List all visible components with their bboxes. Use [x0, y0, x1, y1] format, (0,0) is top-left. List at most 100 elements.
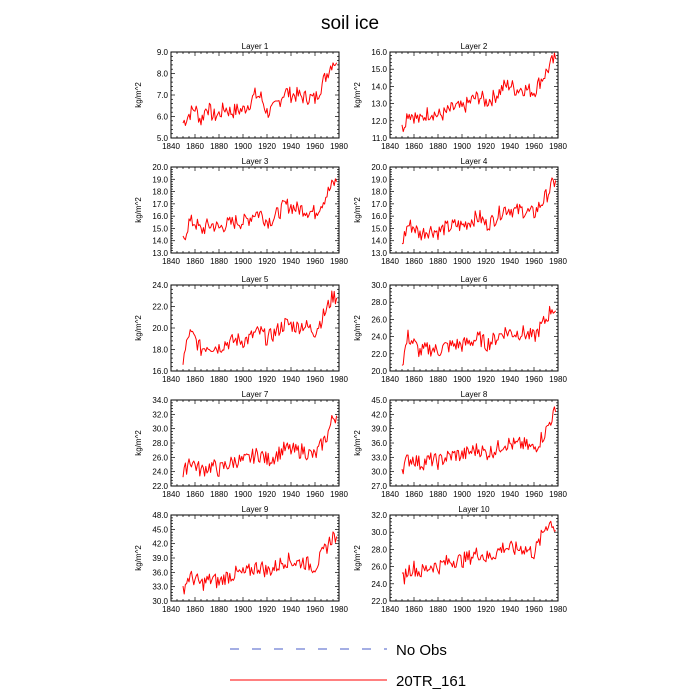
y-tick-label: 15.0	[371, 65, 387, 74]
x-tick-label: 1960	[525, 257, 543, 266]
x-tick-label: 1880	[429, 142, 447, 151]
y-axis-label: kg/m^2	[134, 315, 143, 341]
y-tick-label: 18.0	[152, 188, 168, 197]
panel-layer-3: Layer 3 kg/m^2 1840 1860 1880 1900 1920 1940 196…	[134, 157, 348, 266]
x-tick-label: 1900	[234, 142, 252, 151]
panel-title: Layer 10	[458, 505, 490, 514]
plot-frame	[170, 284, 340, 372]
y-tick-label: 22.0	[371, 350, 387, 359]
y-axis-label: kg/m^2	[353, 315, 362, 341]
y-tick-label: 24.0	[371, 580, 387, 589]
x-tick-label: 1840	[381, 257, 399, 266]
x-tick-label: 1960	[525, 142, 543, 151]
y-tick-label: 30.0	[371, 528, 387, 537]
x-tick-label: 1840	[162, 375, 180, 384]
x-tick-label: 1940	[282, 490, 300, 499]
series-line-20tr-161	[182, 62, 338, 126]
series-line-20tr-161	[182, 414, 338, 478]
y-tick-label: 30.0	[152, 425, 168, 434]
y-tick-label: 18.0	[152, 346, 168, 355]
panel-title: Layer 1	[242, 42, 269, 51]
y-tick-label: 42.0	[371, 410, 387, 419]
x-tick-label: 1880	[210, 490, 228, 499]
x-tick-label: 1960	[306, 490, 324, 499]
x-tick-label: 1840	[381, 375, 399, 384]
y-tick-label: 24.0	[152, 281, 168, 290]
y-tick-label: 19.0	[371, 175, 387, 184]
x-tick-label: 1900	[234, 490, 252, 499]
y-tick-label: 30.0	[371, 281, 387, 290]
panel-title: Layer 9	[242, 505, 269, 514]
y-tick-label: 27.0	[371, 482, 387, 491]
panel-layer-6: Layer 6 kg/m^2 1840 1860 1880 1900 1920 1940 196…	[353, 275, 567, 384]
y-tick-label: 15.0	[371, 224, 387, 233]
y-tick-label: 28.0	[152, 439, 168, 448]
panel-title: Layer 7	[242, 390, 269, 399]
x-tick-label: 1840	[162, 142, 180, 151]
panel-layer-8: Layer 8 kg/m^2 1840 1860 1880 1900 1920 1940 196…	[353, 390, 567, 499]
y-tick-label: 20.0	[152, 163, 168, 172]
x-tick-label: 1860	[405, 257, 423, 266]
x-tick-label: 1940	[282, 375, 300, 384]
y-axis-label: kg/m^2	[134, 197, 143, 223]
x-tick-label: 1920	[477, 605, 495, 614]
y-tick-label: 42.0	[152, 540, 168, 549]
legend: No Obs 20TR_161	[230, 642, 466, 690]
x-tick-label: 1920	[477, 490, 495, 499]
x-tick-label: 1960	[306, 375, 324, 384]
x-tick-label: 1940	[501, 257, 519, 266]
x-tick-label: 1940	[501, 490, 519, 499]
x-tick-label: 1980	[330, 605, 348, 614]
series-line-20tr-161	[401, 406, 557, 475]
y-tick-label: 16.0	[371, 212, 387, 221]
x-tick-label: 1860	[405, 142, 423, 151]
x-tick-label: 1900	[234, 375, 252, 384]
y-axis-label: kg/m^2	[353, 197, 362, 223]
panel-layer-5: Layer 5 kg/m^2 1840 1860 1880 1900 1920 1940 196…	[134, 275, 348, 384]
x-tick-label: 1880	[429, 605, 447, 614]
x-tick-label: 1840	[381, 490, 399, 499]
legend-no-obs-label: No Obs	[396, 642, 447, 659]
x-tick-label: 1960	[306, 142, 324, 151]
x-tick-label: 1900	[453, 142, 471, 151]
x-tick-label: 1960	[525, 490, 543, 499]
y-tick-label: 22.0	[152, 482, 168, 491]
x-tick-label: 1840	[381, 142, 399, 151]
y-tick-label: 16.0	[371, 48, 387, 57]
x-tick-label: 1840	[162, 605, 180, 614]
x-tick-label: 1940	[501, 605, 519, 614]
y-tick-label: 14.0	[371, 82, 387, 91]
y-tick-label: 39.0	[152, 554, 168, 563]
x-tick-label: 1860	[186, 142, 204, 151]
x-tick-label: 1920	[258, 142, 276, 151]
y-tick-label: 16.0	[152, 212, 168, 221]
panel-layer-1: Layer 1 kg/m^2 1840 1860 1880 1900 1920 1940 196…	[134, 42, 348, 151]
y-tick-label: 9.0	[157, 48, 169, 57]
y-axis-label: kg/m^2	[353, 82, 362, 108]
x-tick-label: 1940	[501, 375, 519, 384]
y-tick-label: 11.0	[372, 134, 388, 143]
x-tick-label: 1980	[549, 605, 567, 614]
x-tick-label: 1960	[525, 605, 543, 614]
y-tick-label: 7.0	[157, 91, 169, 100]
x-tick-label: 1900	[234, 257, 252, 266]
y-tick-label: 24.0	[152, 468, 168, 477]
y-tick-label: 24.0	[371, 333, 387, 342]
panel-title: Layer 8	[461, 390, 488, 399]
x-tick-label: 1960	[306, 605, 324, 614]
x-tick-label: 1880	[210, 605, 228, 614]
y-tick-label: 22.0	[152, 303, 168, 312]
plot-frame	[389, 399, 559, 487]
x-tick-label: 1900	[234, 605, 252, 614]
panel-layer-10: Layer 10 kg/m^2 1840 1860 1880 1900 1920 1940 19…	[353, 505, 567, 614]
y-tick-label: 15.0	[152, 224, 168, 233]
x-tick-label: 1920	[258, 605, 276, 614]
y-tick-label: 32.0	[371, 511, 387, 520]
y-tick-label: 28.0	[371, 298, 387, 307]
panel-title: Layer 5	[242, 275, 269, 284]
x-tick-label: 1980	[549, 375, 567, 384]
x-tick-label: 1860	[186, 257, 204, 266]
x-tick-label: 1940	[282, 605, 300, 614]
x-tick-label: 1920	[477, 142, 495, 151]
y-tick-label: 20.0	[152, 324, 168, 333]
